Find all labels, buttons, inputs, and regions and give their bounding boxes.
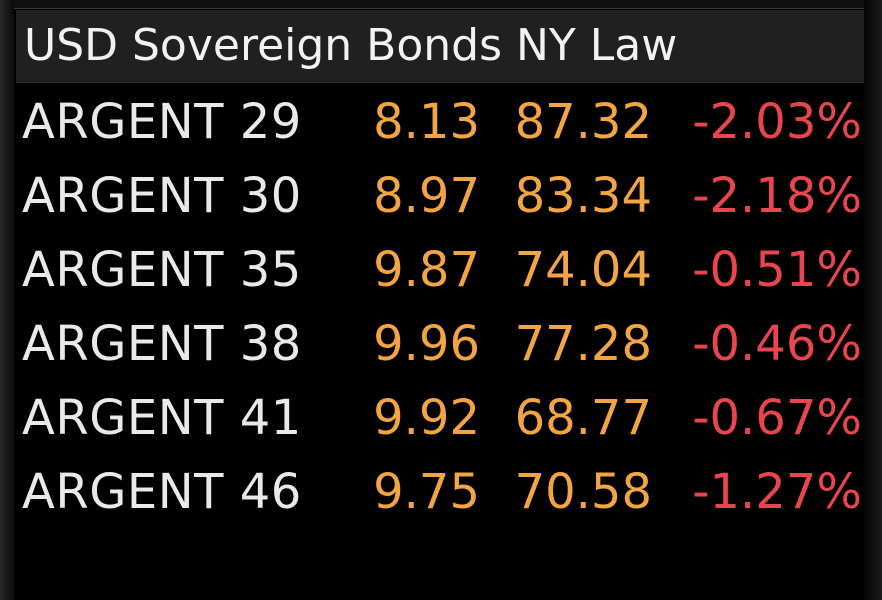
bond-name: ARGENT 35 <box>22 242 302 298</box>
bond-yield: 9.87 <box>373 242 480 298</box>
bond-yield: 8.13 <box>373 94 480 150</box>
table-row[interactable]: ARGENT 46 9.75 70.58 -1.27% <box>16 458 864 532</box>
panel-title: USD Sovereign Bonds NY Law <box>24 20 678 71</box>
bond-yield: 9.75 <box>373 464 480 520</box>
bond-change: -1.27% <box>692 464 862 520</box>
bond-change: -2.18% <box>692 168 862 224</box>
bond-change: -0.67% <box>692 390 862 446</box>
bond-yield: 9.96 <box>373 316 480 372</box>
bond-price: 74.04 <box>514 242 652 298</box>
bond-yield: 9.92 <box>373 390 480 446</box>
panel-top-border <box>0 0 882 9</box>
panel-right-border <box>864 0 882 600</box>
table-row[interactable]: ARGENT 35 9.87 74.04 -0.51% <box>16 236 864 310</box>
bond-price: 87.32 <box>514 94 652 150</box>
bond-price: 70.58 <box>514 464 652 520</box>
table-row[interactable]: ARGENT 38 9.96 77.28 -0.46% <box>16 310 864 384</box>
bond-name: ARGENT 30 <box>22 168 302 224</box>
bond-change: -0.46% <box>692 316 862 372</box>
bond-name: ARGENT 38 <box>22 316 302 372</box>
panel-header: USD Sovereign Bonds NY Law <box>16 10 864 83</box>
bond-price: 77.28 <box>514 316 652 372</box>
bond-name: ARGENT 29 <box>22 94 302 150</box>
bond-name: ARGENT 41 <box>22 390 302 446</box>
bond-yield: 8.97 <box>373 168 480 224</box>
table-row[interactable]: ARGENT 30 8.97 83.34 -2.18% <box>16 162 864 236</box>
table-row[interactable]: ARGENT 29 8.13 87.32 -2.03% <box>16 88 864 162</box>
bond-price: 83.34 <box>514 168 652 224</box>
bond-price: 68.77 <box>514 390 652 446</box>
table-row[interactable]: ARGENT 41 9.92 68.77 -0.67% <box>16 384 864 458</box>
bond-quotes-table: ARGENT 29 8.13 87.32 -2.03% ARGENT 30 8.… <box>16 88 864 532</box>
bond-change: -2.03% <box>692 94 862 150</box>
bond-name: ARGENT 46 <box>22 464 302 520</box>
bond-change: -0.51% <box>692 242 862 298</box>
panel-left-border <box>0 0 14 600</box>
